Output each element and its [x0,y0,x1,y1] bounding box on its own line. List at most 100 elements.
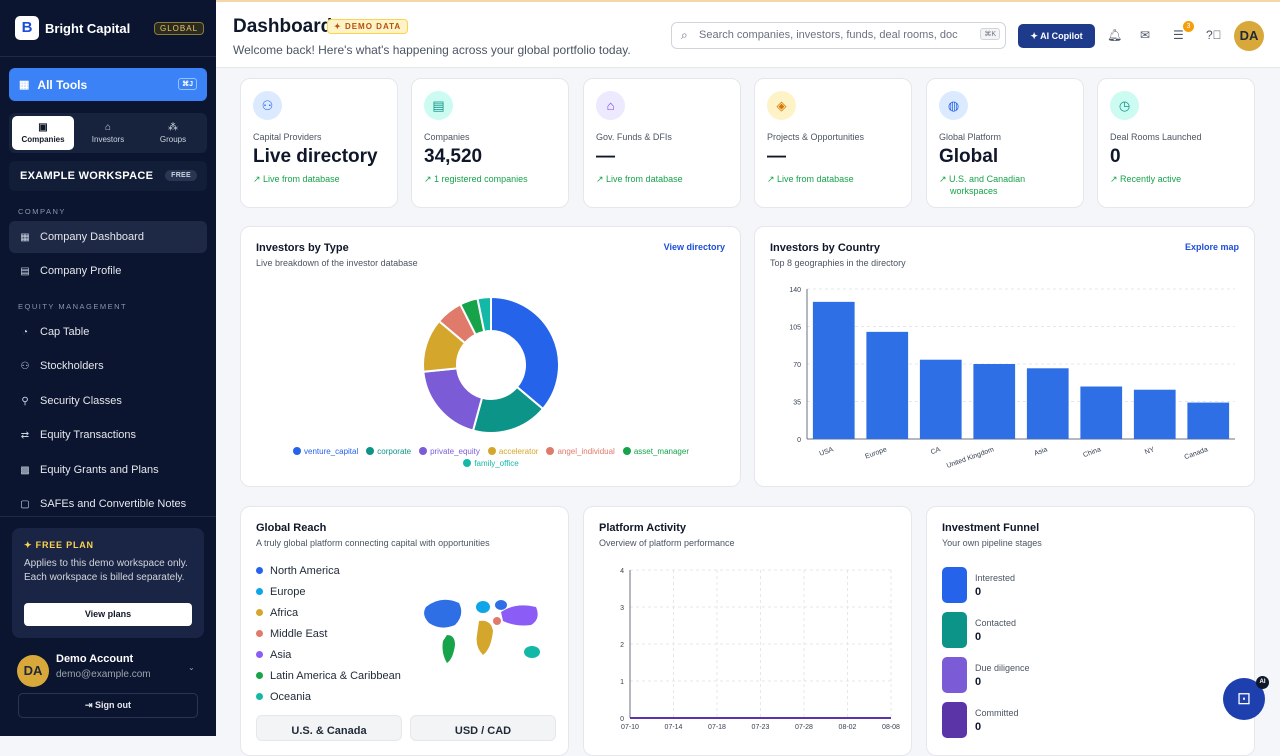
bell-icon[interactable]: 🔔︎ [1107,28,1123,42]
nav-company-profile[interactable]: ▤ Company Profile [9,255,207,287]
currency-toggle[interactable]: USD / CAD [410,715,556,741]
region-toggle-us-canada[interactable]: U.S. & Canada [256,715,402,741]
trend-text: Recently active [1120,174,1182,184]
globe-icon: ◍ [939,91,968,120]
region-dot [256,672,263,679]
sidebar-divider [0,56,216,57]
region-name: Asia [270,649,292,661]
all-tools-button[interactable]: ▦ All Tools ⌘J [9,68,207,101]
sign-out-button[interactable]: ⇥ Sign out [18,693,198,718]
segment-companies[interactable]: ▣ Companies [12,116,74,150]
all-tools-shortcut: ⌘J [178,78,197,90]
stat-trend: ↗ Live from database [767,173,897,185]
stat-trend: ↗ Live from database [596,173,726,185]
nav-stockholders[interactable]: ⚇ Stockholders [9,350,207,382]
plan-title-text: FREE PLAN [35,540,94,550]
donut-slice-venture_capital [490,295,560,411]
legend-label: asset_manager [633,447,689,456]
stat-trend: ↗ Live from database [253,173,383,185]
stat-card-companies[interactable]: ▤ Companies 34,520 ↗ 1 registered compan… [411,78,569,208]
nav-label: Equity Transactions [40,429,136,441]
workspace-name: EXAMPLE WORKSPACE [20,170,154,182]
help-icon[interactable]: ?⃝ [1206,28,1222,42]
donut-slice-family_office [476,295,492,333]
account-name[interactable]: Demo Account [56,653,134,665]
region-item: North America [256,561,401,582]
x-tick-label: 07-28 [795,724,813,731]
stat-label: Capital Providers [253,132,322,142]
bar-USA [812,301,855,439]
nav-equity-grants[interactable]: ▩ Equity Grants and Plans [9,454,207,486]
global-reach-card: Global Reach A truly global platform con… [240,506,569,756]
stat-card-deal-rooms[interactable]: ◷ Deal Rooms Launched 0 ↗ Recently activ… [1097,78,1255,208]
legend-item[interactable]: venture_capital [293,446,358,458]
workspace-selector[interactable]: EXAMPLE WORKSPACE FREE [9,161,207,191]
segment-investors[interactable]: ⌂ Investors [77,116,139,150]
trend-up-icon: ↗ [253,174,264,184]
chevron-down-icon[interactable]: ⌄ [188,663,195,672]
arrows-icon: ⇄ [20,429,30,441]
segment-groups[interactable]: ⁂ Groups [142,116,204,150]
view-plans-button[interactable]: View plans [24,603,192,626]
legend-item[interactable]: private_equity [419,446,480,458]
legend-item[interactable]: corporate [366,446,411,458]
y-tick-label: 35 [793,400,801,407]
legend-item[interactable]: angel_individual [546,446,615,458]
region-dot [256,567,263,574]
x-tick-label: United Kingdom [946,446,995,470]
page-title: Dashboard [233,16,333,37]
ai-assistant-button[interactable]: ⊡ AI [1223,676,1269,720]
search-input[interactable]: ⌕ Search companies, investors, funds, de… [671,22,1006,49]
legend-item[interactable]: accelerator [487,446,538,458]
region-name: North America [270,565,340,577]
x-tick-label: 08-02 [839,724,857,731]
user-avatar[interactable]: DA [1234,21,1264,51]
groups-icon: ⁂ [168,122,178,133]
ai-copilot-button[interactable]: ✦ AI Copilot [1018,24,1095,48]
stat-card-gov-funds[interactable]: ⌂ Gov. Funds & DFIs — ↗ Live from databa… [583,78,741,208]
nav-cap-table[interactable]: ◔ Cap Table [9,316,207,348]
section-equity-label: EQUITY MANAGEMENT [18,302,128,311]
search-shortcut: ⌘K [980,28,1000,40]
legend-item[interactable]: family_office [463,458,519,470]
account-avatar[interactable]: DA [17,655,49,687]
stat-card-global-platform[interactable]: ◍ Global Platform Global ↗ U.S. and Cana… [926,78,1084,208]
x-tick-label: CA [930,446,942,456]
nav-company-dashboard[interactable]: ▦ Company Dashboard [9,221,207,253]
bar-China [1080,386,1123,439]
stat-label: Global Platform [939,132,1002,142]
brand-name[interactable]: Bright Capital [45,21,131,36]
y-tick-label: 1 [620,679,624,686]
nav-security-classes[interactable]: ⚲ Security Classes [9,385,207,417]
nav-equity-transactions[interactable]: ⇄ Equity Transactions [9,419,207,451]
stat-card-capital-providers[interactable]: ⚇ Capital Providers Live directory ↗ Liv… [240,78,398,208]
view-directory-link[interactable]: View directory [663,242,725,252]
investors-by-country-card: Investors by Country Top 8 geographies i… [754,226,1255,487]
legend-label: venture_capital [304,447,359,456]
bar-Canada [1187,402,1230,439]
clock-icon: ◷ [1110,91,1139,120]
mail-icon[interactable]: ✉ [1140,28,1151,42]
y-tick-label: 0 [797,437,801,444]
legend-item[interactable]: asset_manager [622,446,689,458]
funnel-stage-value: 0 [975,676,982,688]
tasks-icon[interactable]: ☰ [1173,28,1184,42]
plan-title: ✦ FREE PLAN [24,540,192,551]
brand-logo-icon[interactable]: B [15,16,39,40]
explore-map-link[interactable]: Explore map [1184,242,1239,252]
building-icon: ▤ [424,91,453,120]
funnel-stage-bar [942,567,967,603]
bank-icon: ⌂ [104,122,112,133]
nav-label: Company Profile [40,265,122,277]
region-name: Oceania [270,691,311,703]
tasks-count-badge: 3 [1183,21,1194,32]
bar-CA [919,359,962,439]
nav-safes-notes[interactable]: ▢ SAFEs and Convertible Notes [9,488,207,520]
legend-label: family_office [474,459,519,468]
logout-icon: ⇥ [84,700,96,710]
top-header: Dashboard ✦ DEMO DATA Welcome back! Here… [216,0,1280,68]
platform-activity-line-chart: 0 1 2 3 4 07-10 07-14 07-18 07-23 07-28 08-02 08-08 [620,568,900,731]
card-subtitle: Overview of platform performance [599,538,735,548]
card-subtitle: Live breakdown of the investor database [256,258,418,268]
stat-card-projects[interactable]: ◈ Projects & Opportunities — ↗ Live from… [754,78,912,208]
